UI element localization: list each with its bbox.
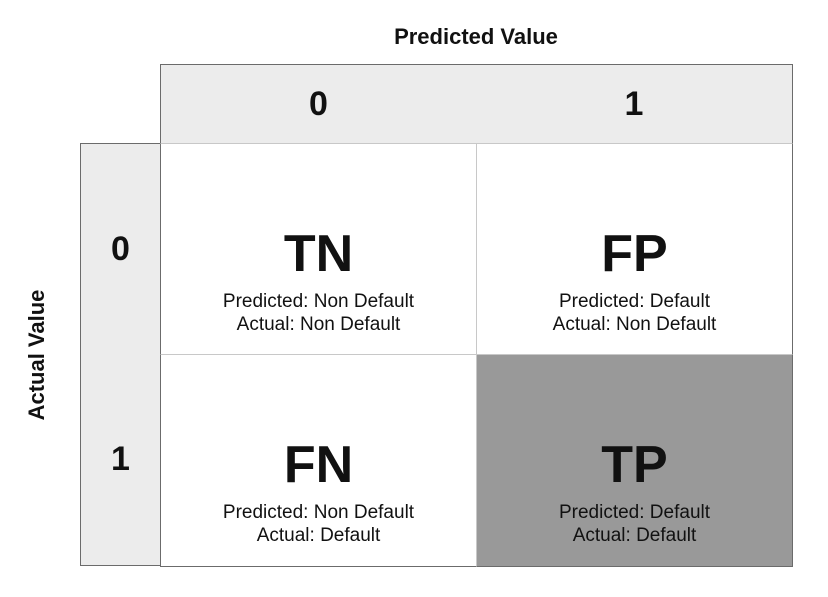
cell-actual-line: Actual: Non Default [552,314,717,335]
cell-predicted-line: Predicted: Non Default [222,502,415,523]
cell-actual-line: Actual: Non Default [236,314,401,335]
cell-abbreviation: TN [283,225,354,283]
cell-abbreviation: TP [601,436,668,494]
cell-abbreviation: FP [601,225,668,283]
cell-true-positive: TP Predicted: Default Actual: Default [476,354,793,567]
predicted-column-header-1: 1 [476,64,793,144]
predicted-value-title: Predicted Value [394,24,558,49]
cell-description: Predicted: Non Default Actual: Default [223,501,414,547]
cell-predicted-line: Predicted: Default [558,502,711,523]
cell-actual-line: Actual: Default [572,525,697,546]
cell-description: Predicted: Non Default Actual: Non Defau… [223,290,414,336]
actual-value-title: Actual Value [24,289,49,421]
cell-description: Predicted: Default Actual: Default [559,501,710,547]
cell-false-positive: FP Predicted: Default Actual: Non Defaul… [476,143,793,355]
cell-predicted-line: Predicted: Default [558,291,710,312]
cell-abbreviation: FN [283,436,354,494]
cell-false-negative: FN Predicted: Non Default Actual: Defaul… [160,354,477,567]
cell-actual-line: Actual: Default [256,525,381,546]
actual-row-header-0: 0 [80,143,161,355]
cell-true-negative: TN Predicted: Non Default Actual: Non De… [160,143,477,355]
predicted-column-header-0: 0 [160,64,477,144]
cell-predicted-line: Predicted: Non Default [222,291,415,312]
cell-description: Predicted: Default Actual: Non Default [553,290,717,336]
actual-row-header-1: 1 [80,354,161,566]
